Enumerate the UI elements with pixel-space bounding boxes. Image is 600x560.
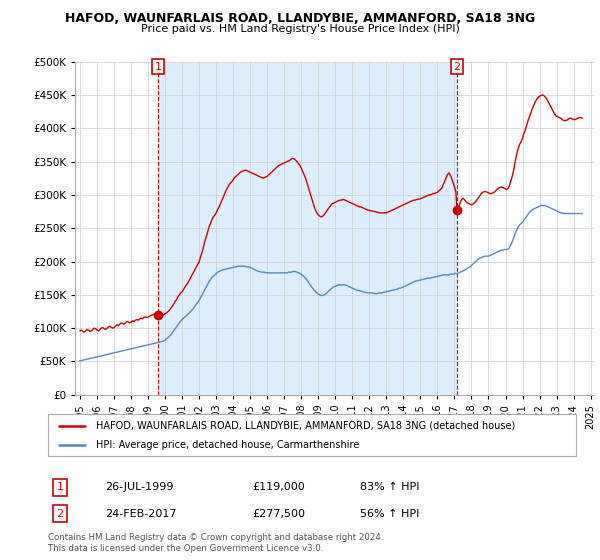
- Text: Contains HM Land Registry data © Crown copyright and database right 2024.
This d: Contains HM Land Registry data © Crown c…: [48, 533, 383, 553]
- Bar: [457, 62, 594, 395]
- Text: 2: 2: [454, 62, 461, 72]
- Text: £119,000: £119,000: [252, 482, 305, 492]
- Text: Price paid vs. HM Land Registry's House Price Index (HPI): Price paid vs. HM Land Registry's House …: [140, 24, 460, 34]
- Text: 56% ↑ HPI: 56% ↑ HPI: [360, 508, 419, 519]
- Text: £277,500: £277,500: [252, 508, 305, 519]
- Bar: [75, 62, 158, 395]
- Text: HAFOD, WAUNFARLAIS ROAD, LLANDYBIE, AMMANFORD, SA18 3NG (detached house): HAFOD, WAUNFARLAIS ROAD, LLANDYBIE, AMMA…: [95, 421, 515, 431]
- Text: 1: 1: [56, 482, 64, 492]
- Text: 24-FEB-2017: 24-FEB-2017: [105, 508, 176, 519]
- Text: 1: 1: [154, 62, 161, 72]
- Text: 26-JUL-1999: 26-JUL-1999: [105, 482, 173, 492]
- Bar: [158, 62, 457, 395]
- Text: HPI: Average price, detached house, Carmarthenshire: HPI: Average price, detached house, Carm…: [95, 440, 359, 450]
- Text: 83% ↑ HPI: 83% ↑ HPI: [360, 482, 419, 492]
- Text: 2: 2: [56, 508, 64, 519]
- Text: HAFOD, WAUNFARLAIS ROAD, LLANDYBIE, AMMANFORD, SA18 3NG: HAFOD, WAUNFARLAIS ROAD, LLANDYBIE, AMMA…: [65, 12, 535, 25]
